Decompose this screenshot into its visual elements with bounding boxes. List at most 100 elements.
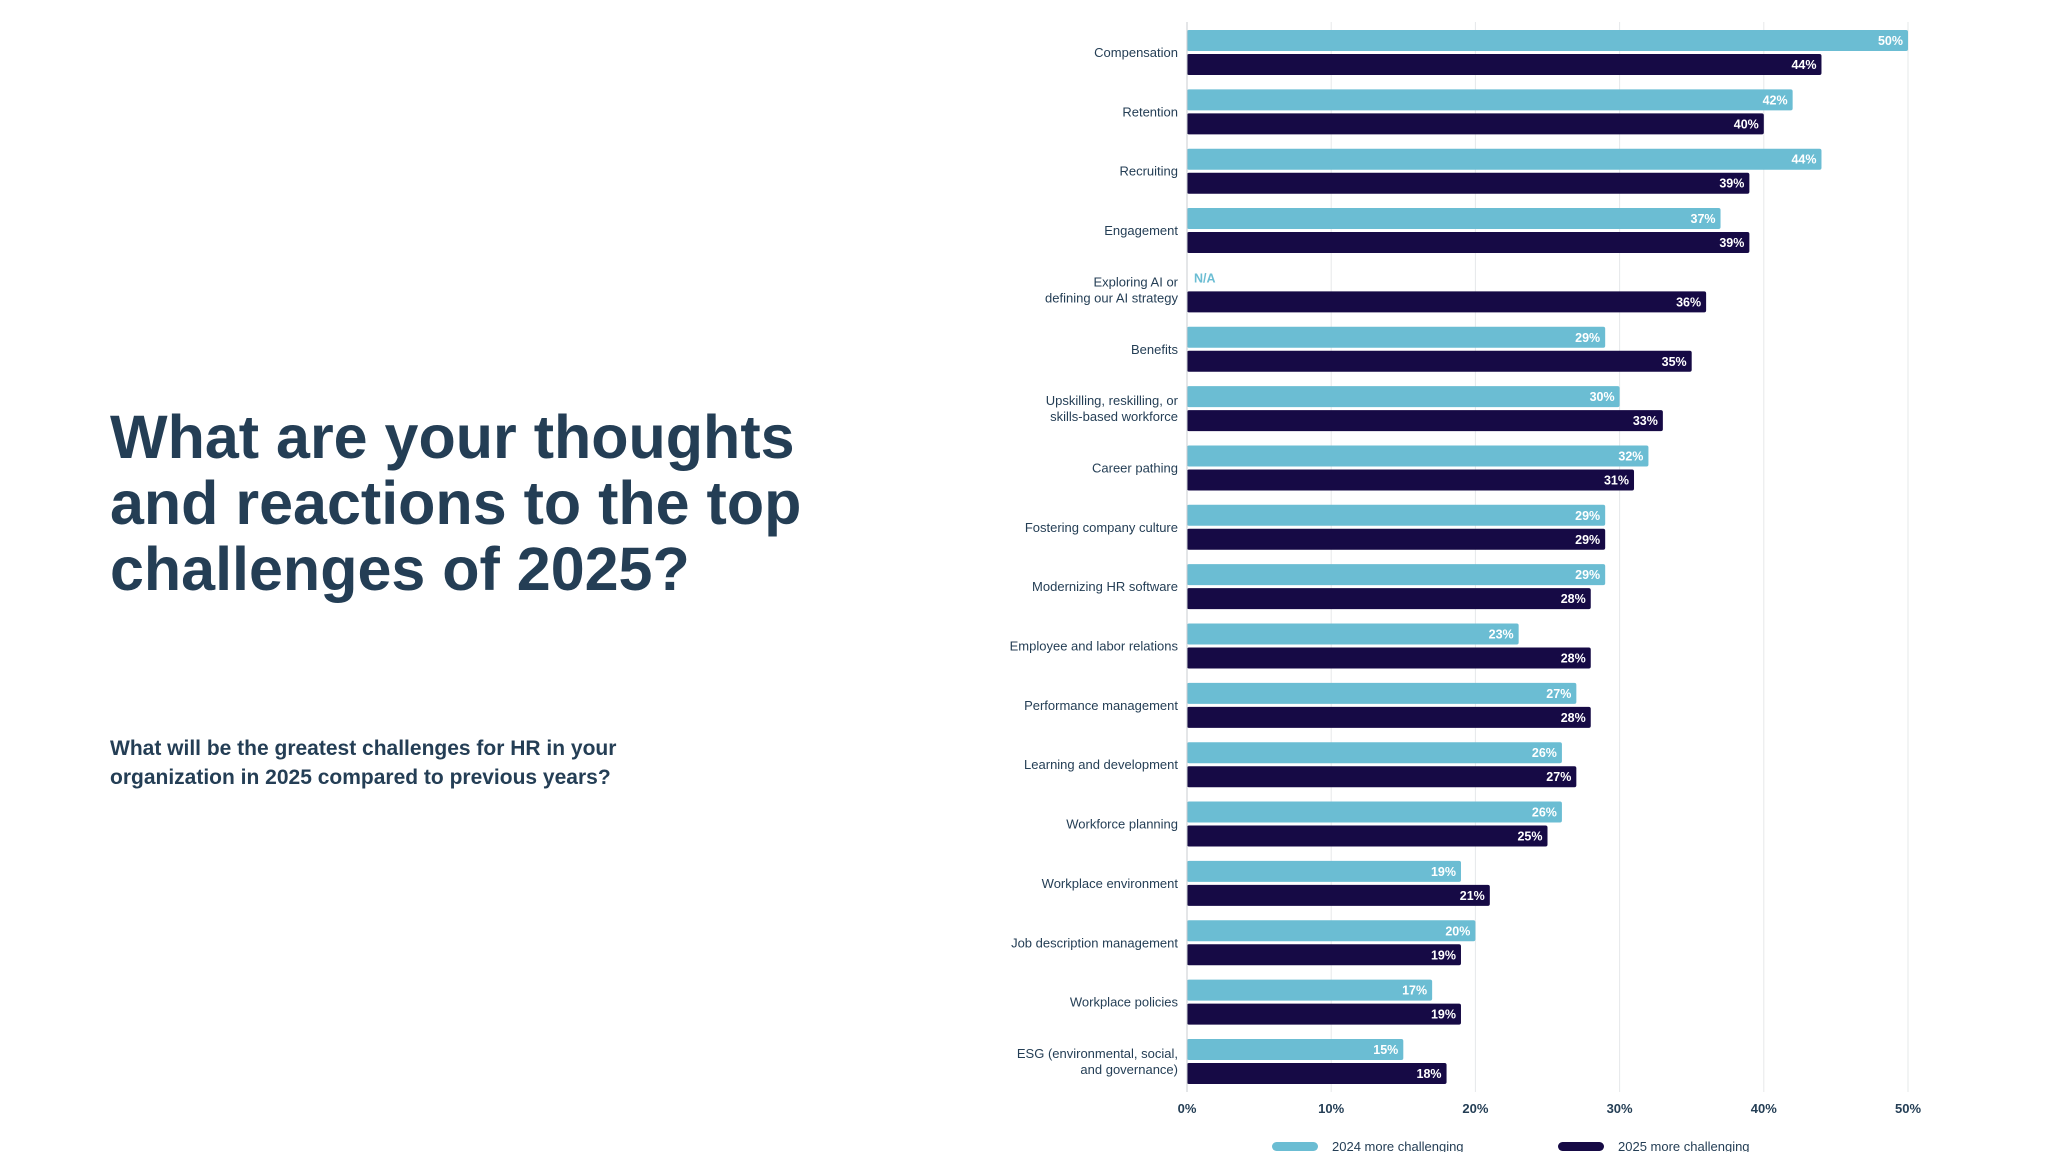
bar-2025 <box>1187 232 1750 254</box>
category-label: Modernizing HR software <box>1032 579 1178 594</box>
value-label: 28% <box>1561 592 1586 606</box>
category-label: Engagement <box>1104 223 1178 238</box>
value-label: 19% <box>1431 865 1456 879</box>
category-label: Benefits <box>1131 342 1178 357</box>
bar-2025 <box>1187 291 1707 313</box>
x-tick-label: 10% <box>1318 1101 1344 1116</box>
na-label: N/A <box>1194 271 1216 285</box>
category-label: Workplace environment <box>1042 876 1179 891</box>
legend-swatch-2024 <box>1272 1142 1318 1151</box>
bar-2025 <box>1187 528 1606 550</box>
bar-2025 <box>1187 1062 1447 1084</box>
value-label: 26% <box>1532 806 1557 820</box>
category-label: Career pathing <box>1092 460 1178 475</box>
legend-label-2024: 2024 more challenging <box>1332 1139 1464 1152</box>
bar-2025 <box>1187 350 1692 372</box>
legend-label-2025: 2025 more challenging <box>1618 1139 1750 1152</box>
value-label: 29% <box>1575 568 1600 582</box>
value-label: 37% <box>1691 212 1716 226</box>
value-label: 28% <box>1561 711 1586 725</box>
bar-2024 <box>1187 564 1606 586</box>
value-label: 30% <box>1590 390 1615 404</box>
category-label: Compensation <box>1094 45 1178 60</box>
x-tick-label: 40% <box>1751 1101 1777 1116</box>
value-label: 27% <box>1546 770 1571 784</box>
x-tick-label: 50% <box>1895 1101 1921 1116</box>
headline: What are your thoughts and reactions to … <box>110 403 802 603</box>
bar-2025 <box>1187 884 1490 906</box>
value-label: 40% <box>1734 117 1759 131</box>
value-label: 17% <box>1402 984 1427 998</box>
category-label: Job description management <box>1011 935 1178 950</box>
bar-2024 <box>1187 504 1606 526</box>
value-label: 39% <box>1719 177 1744 191</box>
value-label: 32% <box>1618 449 1643 463</box>
value-label: 21% <box>1460 889 1485 903</box>
bar-2025 <box>1187 1003 1461 1025</box>
x-tick-label: 20% <box>1462 1101 1488 1116</box>
bar-2024 <box>1187 860 1461 882</box>
value-label: 35% <box>1662 355 1687 369</box>
bar-2024 <box>1187 742 1562 764</box>
value-label: 26% <box>1532 746 1557 760</box>
bar-2025 <box>1187 825 1548 847</box>
bar-2024 <box>1187 801 1562 823</box>
bar-2024 <box>1187 30 1908 51</box>
value-label: 44% <box>1791 153 1816 167</box>
bar-2025 <box>1187 54 1822 75</box>
value-label: 25% <box>1517 830 1542 844</box>
bar-2025 <box>1187 588 1591 610</box>
value-label: 15% <box>1373 1043 1398 1057</box>
bar-2024 <box>1187 1038 1404 1060</box>
bar-2025 <box>1187 944 1461 966</box>
value-label: 18% <box>1417 1067 1442 1081</box>
value-label: 27% <box>1546 687 1571 701</box>
value-label: 23% <box>1489 628 1514 642</box>
bar-2025 <box>1187 766 1577 788</box>
bar-2024 <box>1187 623 1519 645</box>
value-label: 42% <box>1763 93 1788 107</box>
bar-2025 <box>1187 647 1591 669</box>
value-label: 50% <box>1878 34 1903 48</box>
value-label: 19% <box>1431 948 1456 962</box>
category-label: Workplace policies <box>1070 995 1179 1010</box>
category-label: Learning and development <box>1024 757 1178 772</box>
bar-2024 <box>1187 386 1620 408</box>
category-label: Exploring AI or defining our AI strategy <box>1045 274 1179 305</box>
legend-swatch-2025 <box>1558 1142 1604 1151</box>
value-label: 31% <box>1604 473 1629 487</box>
survey-question: What will be the greatest challenges for… <box>110 737 617 789</box>
value-label: 28% <box>1561 652 1586 666</box>
category-label: Performance management <box>1024 698 1178 713</box>
category-label: Upskilling, reskilling, or skills-based w… <box>1046 393 1179 424</box>
value-label: 36% <box>1676 295 1701 309</box>
value-label: 29% <box>1575 331 1600 345</box>
bar-2024 <box>1187 326 1606 348</box>
bar-2025 <box>1187 706 1591 728</box>
bar-2024 <box>1187 682 1577 704</box>
value-label: 44% <box>1791 58 1816 72</box>
value-label: 33% <box>1633 414 1658 428</box>
value-label: 29% <box>1575 533 1600 547</box>
category-label: Fostering company culture <box>1025 520 1178 535</box>
category-label: ESG (environmental, social, and governanc… <box>1017 1046 1178 1077</box>
bar-2025 <box>1187 469 1635 491</box>
category-label: Employee and labor relations <box>1010 639 1179 654</box>
value-label: 29% <box>1575 509 1600 523</box>
bar-2024 <box>1187 148 1822 170</box>
bar-2024 <box>1187 208 1721 230</box>
x-tick-label: 30% <box>1607 1101 1633 1116</box>
value-label: 20% <box>1445 924 1470 938</box>
bar-2025 <box>1187 172 1750 194</box>
x-tick-label: 0% <box>1178 1101 1197 1116</box>
bar-2024 <box>1187 979 1433 1001</box>
value-label: 19% <box>1431 1008 1456 1022</box>
bar-2025 <box>1187 113 1764 135</box>
bar-2024 <box>1187 445 1649 467</box>
category-label: Recruiting <box>1119 164 1178 179</box>
value-label: 39% <box>1719 236 1744 250</box>
bar-2024 <box>1187 920 1476 942</box>
category-label: Workforce planning <box>1066 817 1178 832</box>
bar-2024 <box>1187 89 1793 111</box>
